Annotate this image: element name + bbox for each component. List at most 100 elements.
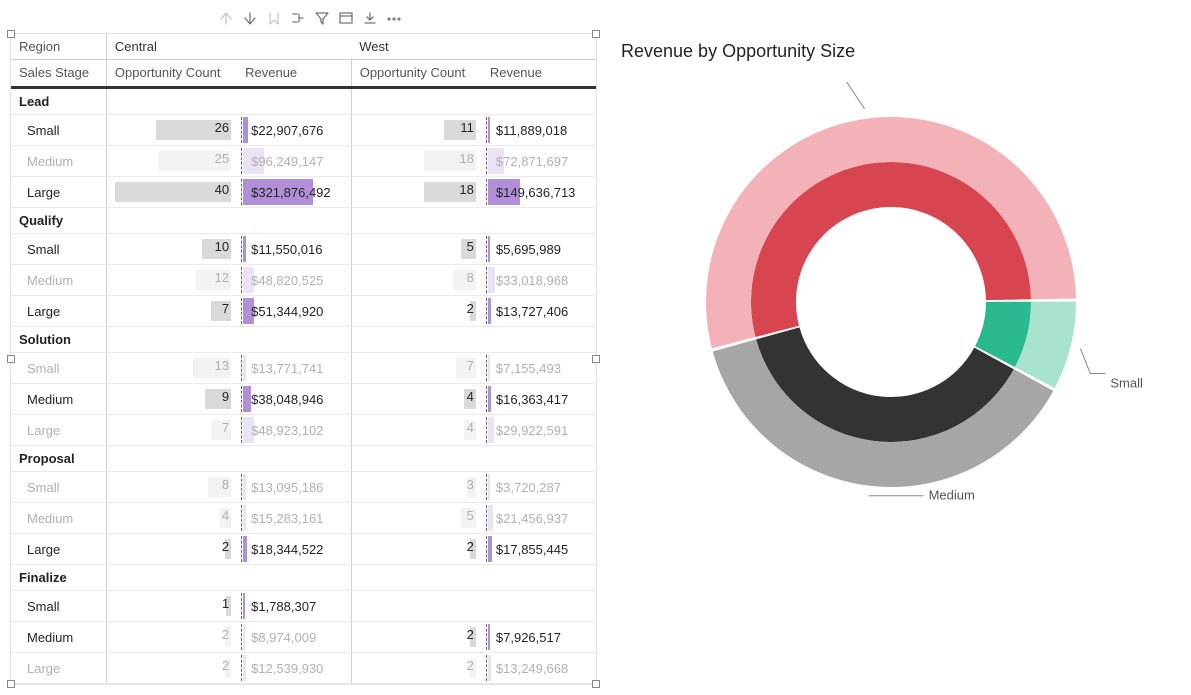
column-header-region[interactable]: West: [351, 34, 596, 60]
row-label: Large: [11, 653, 106, 684]
resize-handle[interactable]: [7, 355, 15, 363]
group-row[interactable]: Solution: [11, 327, 596, 353]
count-cell: 3: [351, 472, 482, 503]
filter-icon[interactable]: [314, 10, 330, 29]
matrix-visual[interactable]: Region Central West Sales Stage Opportun…: [10, 33, 597, 685]
group-row[interactable]: Proposal: [11, 446, 596, 472]
expand-hierarchy-icon[interactable]: [290, 10, 306, 29]
table-row[interactable]: Large 40 $321,876,492 18: [11, 177, 596, 208]
revenue-cell: $18,344,522: [237, 534, 351, 565]
count-cell: 11: [351, 115, 482, 146]
row-label: Small: [11, 115, 106, 146]
resize-handle[interactable]: [7, 30, 15, 38]
table-row[interactable]: Small 13 $13,771,741 7: [11, 353, 596, 384]
count-cell: 2: [351, 534, 482, 565]
table-row[interactable]: Medium 9 $38,048,946 4: [11, 384, 596, 415]
revenue-cell: $33,018,968: [482, 265, 596, 296]
table-row[interactable]: Medium 4 $15,283,161 5: [11, 503, 596, 534]
count-cell: 12: [106, 265, 237, 296]
revenue-cell: $8,974,009: [237, 622, 351, 653]
count-cell: 7: [351, 353, 482, 384]
revenue-cell: $13,249,668: [482, 653, 596, 684]
export-icon[interactable]: [362, 10, 378, 29]
revenue-cell: $48,820,525: [237, 265, 351, 296]
revenue-cell: $51,344,920: [237, 296, 351, 327]
revenue-cell: $21,456,937: [482, 503, 596, 534]
revenue-cell: $11,550,016: [237, 234, 351, 265]
count-cell: 4: [106, 503, 237, 534]
count-cell: 4: [351, 384, 482, 415]
count-cell: 2: [351, 622, 482, 653]
table-row[interactable]: Large 2 $18,344,522 2: [11, 534, 596, 565]
revenue-cell: $3,720,287: [482, 472, 596, 503]
column-header-measure[interactable]: Revenue: [482, 60, 596, 88]
table-row[interactable]: Medium 25 $96,249,147 18: [11, 146, 596, 177]
drill-down-icon[interactable]: [242, 10, 258, 29]
table-row[interactable]: Small 1 $1,788,307: [11, 591, 596, 622]
focus-mode-icon[interactable]: [338, 10, 354, 29]
table-row[interactable]: Small 26 $22,907,676 11: [11, 115, 596, 146]
revenue-cell: $7,926,517: [482, 622, 596, 653]
revenue-cell: $17,855,445: [482, 534, 596, 565]
table-row[interactable]: Medium 2 $8,974,009 2: [11, 622, 596, 653]
slice-label-small: Small: [1110, 376, 1143, 391]
group-row[interactable]: Qualify: [11, 208, 596, 234]
table-row[interactable]: Large 7 $51,344,920 2: [11, 296, 596, 327]
count-cell: 26: [106, 115, 237, 146]
revenue-cell: $5,695,989: [482, 234, 596, 265]
count-cell: 2: [106, 653, 237, 684]
count-cell: 2: [106, 534, 237, 565]
row-label: Large: [11, 177, 106, 208]
count-cell: 10: [106, 234, 237, 265]
count-cell: 2: [351, 653, 482, 684]
revenue-cell: $48,923,102: [237, 415, 351, 446]
row-label: Medium: [11, 384, 106, 415]
row-label: Large: [11, 296, 106, 327]
count-cell: 40: [106, 177, 237, 208]
count-cell: 2: [106, 622, 237, 653]
revenue-cell: $1,788,307: [237, 591, 351, 622]
row-header-region[interactable]: Region: [11, 34, 106, 60]
table-row[interactable]: Medium 12 $48,820,525 8: [11, 265, 596, 296]
count-cell: 18: [351, 146, 482, 177]
column-header-measure[interactable]: Opportunity Count: [351, 60, 482, 88]
column-header-measure[interactable]: Opportunity Count: [106, 60, 237, 88]
count-cell: 25: [106, 146, 237, 177]
revenue-cell: $16,363,417: [482, 384, 596, 415]
revenue-cell: $11,889,018: [482, 115, 596, 146]
revenue-cell: $15,283,161: [237, 503, 351, 534]
count-cell: 9: [106, 384, 237, 415]
resize-handle[interactable]: [592, 30, 600, 38]
table-row[interactable]: Large 7 $48,923,102 4: [11, 415, 596, 446]
column-header-measure[interactable]: Revenue: [237, 60, 351, 88]
row-label: Medium: [11, 503, 106, 534]
row-label: Small: [11, 353, 106, 384]
row-label: Small: [11, 591, 106, 622]
group-row[interactable]: Lead: [11, 88, 596, 115]
more-options-icon[interactable]: [386, 10, 402, 29]
revenue-cell: $96,249,147: [237, 146, 351, 177]
drill-up-icon[interactable]: [218, 10, 234, 29]
count-cell: 1: [106, 591, 237, 622]
row-label: Small: [11, 472, 106, 503]
table-row[interactable]: Small 8 $13,095,186 3: [11, 472, 596, 503]
table-row[interactable]: Large 2 $12,539,930 2: [11, 653, 596, 684]
count-cell: 8: [351, 265, 482, 296]
row-header-stage[interactable]: Sales Stage: [11, 60, 106, 88]
revenue-cell: $7,155,493: [482, 353, 596, 384]
count-cell: 5: [351, 234, 482, 265]
row-label: Large: [11, 415, 106, 446]
revenue-cell: $12,539,930: [237, 653, 351, 684]
chart-title: Revenue by Opportunity Size: [621, 41, 1181, 62]
group-row[interactable]: Finalize: [11, 565, 596, 591]
table-row[interactable]: Small 10 $11,550,016 5: [11, 234, 596, 265]
leader-line: [1080, 349, 1105, 374]
donut-chart-visual[interactable]: Revenue by Opportunity Size LargeSmallMe…: [617, 33, 1181, 685]
visual-toolbar: [10, 10, 610, 33]
count-cell: 4: [351, 415, 482, 446]
revenue-cell: $13,727,406: [482, 296, 596, 327]
expand-down-icon[interactable]: [266, 10, 282, 29]
revenue-cell: $72,871,697: [482, 146, 596, 177]
column-header-region[interactable]: Central: [106, 34, 351, 60]
revenue-cell: $149,636,713: [482, 177, 596, 208]
